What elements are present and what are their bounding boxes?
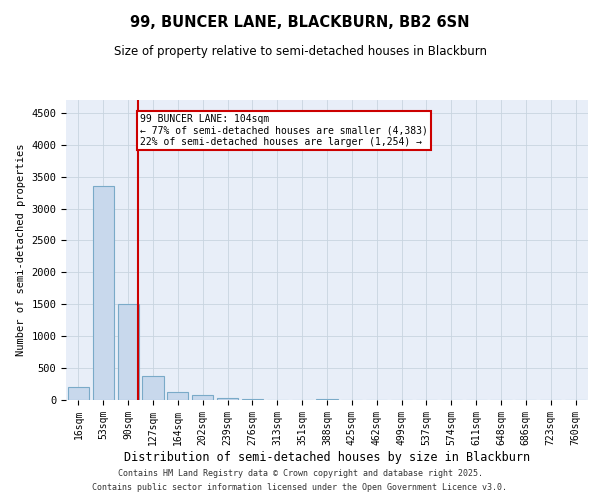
Bar (167, 392, 188, 400)
Text: 99, BUNCER LANE, BLACKBURN, BB2 6SN: 99, BUNCER LANE, BLACKBURN, BB2 6SN (130, 15, 470, 30)
Bar (68, 387, 89, 400)
Text: Contains public sector information licensed under the Open Government Licence v3: Contains public sector information licen… (92, 484, 508, 492)
Bar (217, 398, 238, 400)
Text: Size of property relative to semi-detached houses in Blackburn: Size of property relative to semi-detach… (113, 45, 487, 58)
Text: Contains HM Land Registry data © Crown copyright and database right 2025.: Contains HM Land Registry data © Crown c… (118, 468, 482, 477)
Bar (316, 399, 338, 400)
Bar (242, 399, 263, 400)
Bar (192, 395, 213, 400)
Bar (118, 304, 139, 400)
Text: 99 BUNCER LANE: 104sqm
← 77% of semi-detached houses are smaller (4,383)
22% of : 99 BUNCER LANE: 104sqm ← 77% of semi-det… (140, 114, 428, 147)
Y-axis label: Number of semi-detached properties: Number of semi-detached properties (16, 144, 26, 356)
X-axis label: Distribution of semi-detached houses by size in Blackburn: Distribution of semi-detached houses by … (124, 450, 530, 464)
Bar (93, 186, 114, 400)
Bar (142, 376, 164, 400)
